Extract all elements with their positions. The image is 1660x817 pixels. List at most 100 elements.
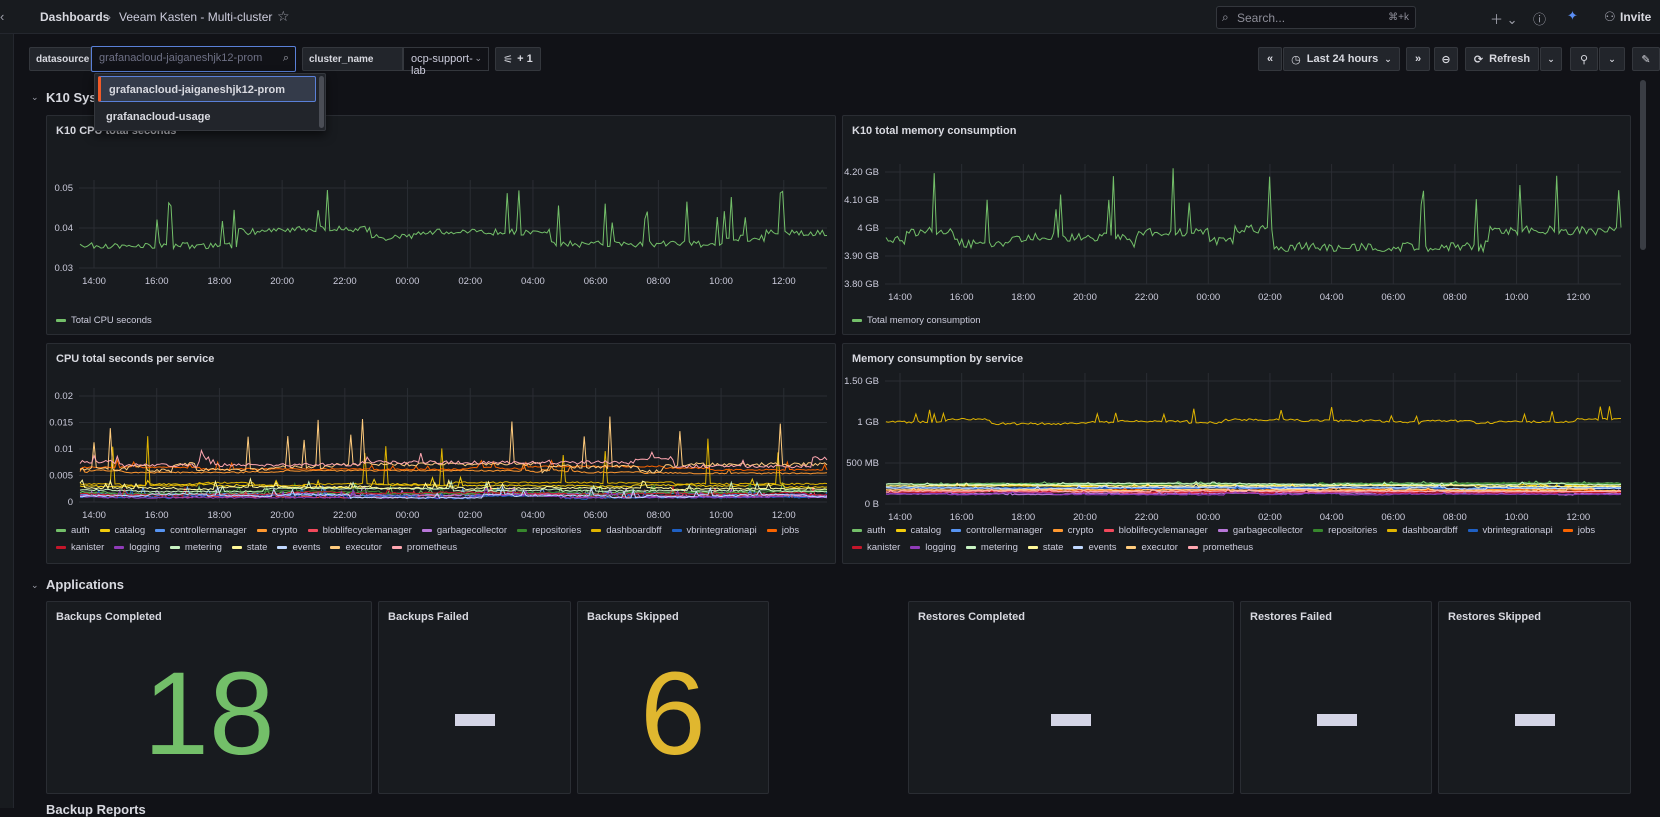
legend-item-dashboardbff[interactable]: dashboardbff (591, 525, 662, 536)
edit-button[interactable]: ✎ (1632, 47, 1660, 71)
row-title-backup-reports[interactable]: Backup Reports (46, 802, 146, 817)
legend-item[interactable]: Total CPU seconds (56, 315, 152, 326)
legend-swatch (1313, 529, 1324, 532)
legend-swatch (56, 546, 66, 549)
menu-icon[interactable]: ‹ (0, 9, 5, 24)
time-shift-forward-button[interactable]: » (1406, 47, 1430, 71)
refresh-interval-dropdown[interactable]: ⌄ (1540, 47, 1562, 71)
legend-item-prometheus[interactable]: prometheus (391, 542, 457, 553)
dropdown-scrollbar[interactable] (319, 76, 324, 128)
legend-item-events[interactable]: events (1073, 542, 1116, 553)
stat-panel-restores-completed: Restores Completed (908, 601, 1234, 794)
legend-item-crypto[interactable]: crypto (256, 525, 298, 536)
stat-value: 18 (143, 648, 275, 780)
chevron-down-icon[interactable]: ⌄ (31, 580, 39, 590)
time-range-picker[interactable]: ◷ Last 24 hours ⌄ (1283, 47, 1400, 71)
refresh-button[interactable]: ⟳ Refresh (1465, 47, 1539, 71)
x-tick-label: 22:00 (1135, 292, 1159, 303)
x-tick-label: 04:00 (521, 510, 545, 521)
legend-label: kanister (71, 542, 105, 553)
chart-k10-cpu-total[interactable]: 0.05 0.04 0.03 14:00 16:00 18:00 20:00 22:00 00:… (47, 116, 837, 336)
row-title-applications[interactable]: Applications (46, 577, 125, 592)
series-prometheus (79, 448, 828, 469)
time-shift-back-button[interactable]: « (1258, 47, 1282, 71)
series-state (79, 477, 828, 491)
filter-icon: ⚟ (503, 53, 514, 66)
x-tick-label: 14:00 (888, 512, 912, 523)
help-icon[interactable]: ⓘ (1533, 12, 1547, 27)
legend-item-jobs[interactable]: jobs (766, 525, 799, 536)
legend-item-dashboardbff[interactable]: dashboardbff (1387, 525, 1458, 536)
legend-item-controllermanager[interactable]: controllermanager (155, 525, 247, 536)
legend-item-garbagecollector[interactable]: garbagecollector (1217, 525, 1303, 536)
x-tick-label: 00:00 (396, 276, 420, 287)
legend-item[interactable]: Total memory consumption (852, 315, 981, 326)
dropdown-option-selected[interactable]: grafanacloud-jaiganeshjk12-prom (98, 76, 316, 102)
y-tick-label: 0.005 (49, 471, 73, 482)
legend-item-kanister[interactable]: kanister (56, 542, 104, 553)
legend-item-repositories[interactable]: repositories (517, 525, 581, 536)
search-input[interactable]: ⌕ Search... ⌘+k (1216, 6, 1416, 29)
x-tick-label: 10:00 (709, 510, 733, 521)
legend-item-bloblifecyclemanager[interactable]: bloblifecyclemanager (1103, 525, 1208, 536)
chart-memory-per-service[interactable]: 1.50 GB 1 GB 500 MB 0 B 14:00 16:00 18:00 20:00… (843, 344, 1632, 565)
legend-swatch (421, 529, 432, 532)
x-tick-label: 06:00 (584, 510, 608, 521)
add-icon[interactable]: ＋ ⌄ (1490, 12, 1518, 27)
share-button[interactable]: ⚲ (1570, 47, 1598, 71)
legend-label: repositories (1328, 525, 1378, 536)
cluster-variable-select[interactable]: ocp-support-lab ⌄ (403, 47, 489, 77)
legend-swatch (852, 546, 862, 549)
chevron-down-icon: ⌄ (1547, 53, 1555, 64)
x-tick-label: 18:00 (208, 510, 232, 521)
share-options-dropdown[interactable]: ⌄ (1599, 47, 1625, 71)
legend-swatch (231, 546, 242, 549)
assistant-icon[interactable]: ✦ (1567, 8, 1578, 23)
legend-item-repositories[interactable]: repositories (1313, 525, 1377, 536)
star-icon[interactable]: ☆ (277, 8, 290, 24)
legend-item-auth[interactable]: auth (852, 525, 886, 536)
breadcrumb-dashboards[interactable]: Dashboards (40, 10, 110, 24)
legend-item-metering[interactable]: metering (169, 542, 222, 553)
legend-item-state[interactable]: state (1027, 542, 1063, 553)
zoom-out-button[interactable]: ⊖ (1434, 47, 1458, 71)
x-tick-label: 12:00 (772, 510, 796, 521)
datasource-variable-input[interactable]: grafanacloud-jaiganeshjk12-prom ⌕ (91, 46, 296, 72)
legend-item-logging[interactable]: logging (910, 542, 956, 553)
legend-item-auth[interactable]: auth (56, 525, 90, 536)
chart-k10-memory-total[interactable]: 4.20 GB 4.10 GB 4 GB 3.90 GB 3.80 GB 14:00 16:… (843, 116, 1632, 336)
y-tick-label: 0 B (865, 499, 879, 510)
legend-item-bloblifecyclemanager[interactable]: bloblifecyclemanager (307, 525, 412, 536)
legend-item-executor[interactable]: executor (1126, 542, 1178, 553)
legend-item-catalog[interactable]: catalog (99, 525, 145, 536)
legend-item-jobs[interactable]: jobs (1562, 525, 1595, 536)
legend-label: crypto (271, 525, 298, 536)
legend-item-vbrintegrationapi[interactable]: vbrintegrationapi (671, 525, 757, 536)
legend-item-prometheus[interactable]: prometheus (1187, 542, 1253, 553)
legend-item-logging[interactable]: logging (114, 542, 160, 553)
chart-cpu-per-service[interactable]: 0.02 0.015 0.01 0.005 0 14:00 16:00 18:00 20:00 2… (47, 344, 837, 565)
dropdown-option[interactable]: grafanacloud-usage (106, 111, 211, 123)
legend-item-state[interactable]: state (231, 542, 267, 553)
legend-item-catalog[interactable]: catalog (895, 525, 941, 536)
ad-hoc-filters-button[interactable]: ⚟ + 1 (495, 47, 541, 71)
series-dashboardbff (79, 436, 828, 487)
chevron-down-icon[interactable]: ⌄ (31, 92, 39, 102)
legend-item-executor[interactable]: executor (330, 542, 382, 553)
x-tick-label: 02:00 (1258, 512, 1282, 523)
series-catalog (79, 475, 828, 490)
legend-item-crypto[interactable]: crypto (1052, 525, 1094, 536)
stat-panel-backups-completed: Backups Completed 18 (46, 601, 372, 794)
legend-item-events[interactable]: events (277, 542, 320, 553)
legend-item-vbrintegrationapi[interactable]: vbrintegrationapi (1467, 525, 1553, 536)
page-scrollbar[interactable] (1640, 80, 1646, 250)
x-tick-label: 04:00 (1320, 292, 1344, 303)
invite-button[interactable]: Invite (1620, 10, 1652, 24)
legend-item-controllermanager[interactable]: controllermanager (951, 525, 1043, 536)
legend-item-kanister[interactable]: kanister (852, 542, 900, 553)
legend-item-metering[interactable]: metering (965, 542, 1018, 553)
filters-count: + 1 (517, 53, 533, 65)
legend-swatch (256, 529, 267, 532)
legend-item-garbagecollector[interactable]: garbagecollector (421, 525, 507, 536)
panel-title: Backups Skipped (587, 611, 679, 623)
